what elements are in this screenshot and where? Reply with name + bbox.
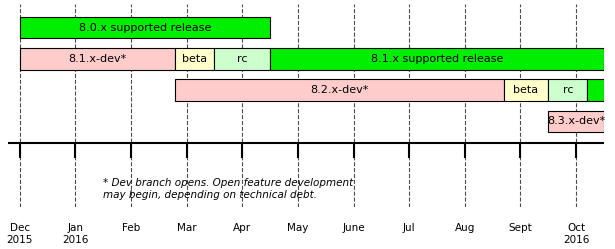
FancyBboxPatch shape <box>175 79 504 101</box>
Text: beta: beta <box>514 85 539 95</box>
Text: 8.1.x-dev*: 8.1.x-dev* <box>68 54 127 64</box>
Text: 8.3.x-dev*: 8.3.x-dev* <box>547 116 605 126</box>
FancyBboxPatch shape <box>175 48 215 69</box>
FancyBboxPatch shape <box>270 48 604 69</box>
Text: * Dev branch opens. Open feature development
may begin, depending on technical d: * Dev branch opens. Open feature develop… <box>103 178 353 199</box>
Text: beta: beta <box>182 54 207 64</box>
FancyBboxPatch shape <box>549 79 587 101</box>
Text: 8.2.x-dev*: 8.2.x-dev* <box>311 85 369 95</box>
Text: 8.1.x supported release: 8.1.x supported release <box>371 54 503 64</box>
FancyBboxPatch shape <box>20 48 175 69</box>
FancyBboxPatch shape <box>549 111 604 132</box>
Text: 8.0.x supported release: 8.0.x supported release <box>79 23 211 33</box>
FancyBboxPatch shape <box>504 79 549 101</box>
FancyBboxPatch shape <box>20 17 270 38</box>
Text: rc: rc <box>237 54 247 64</box>
Text: rc: rc <box>563 85 573 95</box>
FancyBboxPatch shape <box>587 79 604 101</box>
FancyBboxPatch shape <box>215 48 270 69</box>
